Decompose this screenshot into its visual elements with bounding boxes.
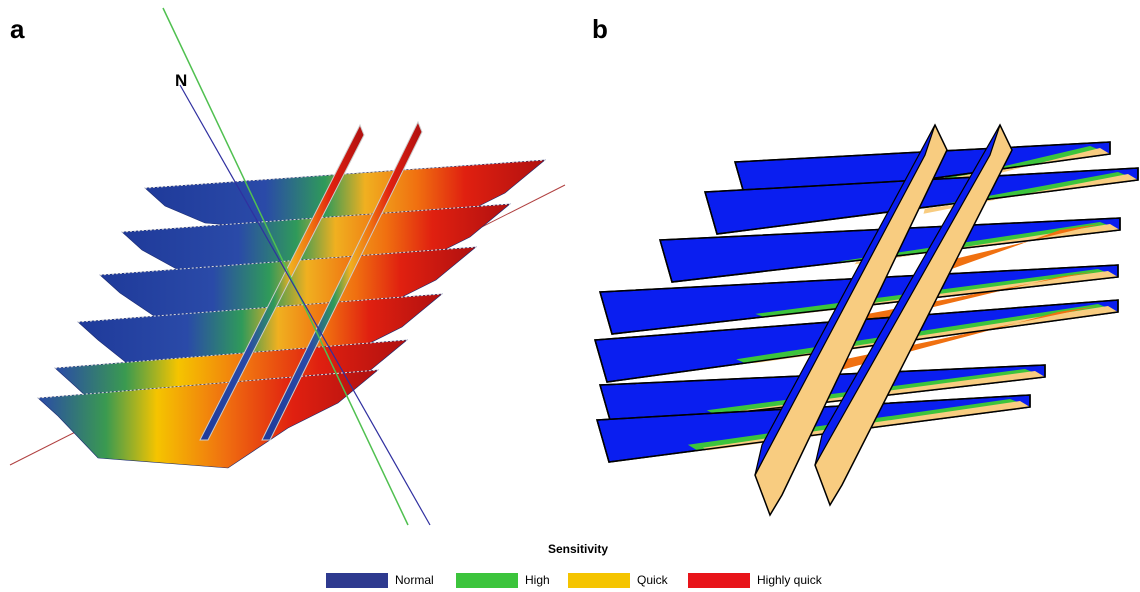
north-label: N [175,71,187,90]
slice-outline [596,394,1031,463]
quick-zone [839,222,1120,262]
slice-edge [77,293,443,323]
quick-zone [956,148,1110,184]
panel-label: b [592,14,608,44]
section [199,123,365,441]
legend-label: Normal [395,573,434,587]
legend: Normal High Quick Highly quick [326,573,823,588]
fin [814,124,1001,466]
slice-edge [37,369,379,399]
section [261,120,423,441]
slice-edge [144,159,546,189]
quick-zone [941,146,1110,181]
legend-label: Highly quick [757,573,823,587]
legend-swatch [326,573,388,588]
legend-title: Sensitivity [548,542,608,556]
axis-line [162,7,409,526]
legend-swatch [568,573,630,588]
fin [754,124,936,476]
slice-edge [121,203,511,233]
panel-label: a [10,14,25,44]
legend-label: Quick [637,573,669,587]
highly-quick-zone [919,224,1100,274]
slice-edge [54,339,408,369]
panel-a-axes: N [162,7,431,526]
legend-swatch [456,573,518,588]
panel-b [594,123,1139,517]
legend-swatch [688,573,750,588]
slice-edge [99,246,477,276]
panel-a [9,120,566,469]
slice-outline [594,299,1119,383]
legend-label: High [525,573,550,587]
axis-line [179,84,431,526]
